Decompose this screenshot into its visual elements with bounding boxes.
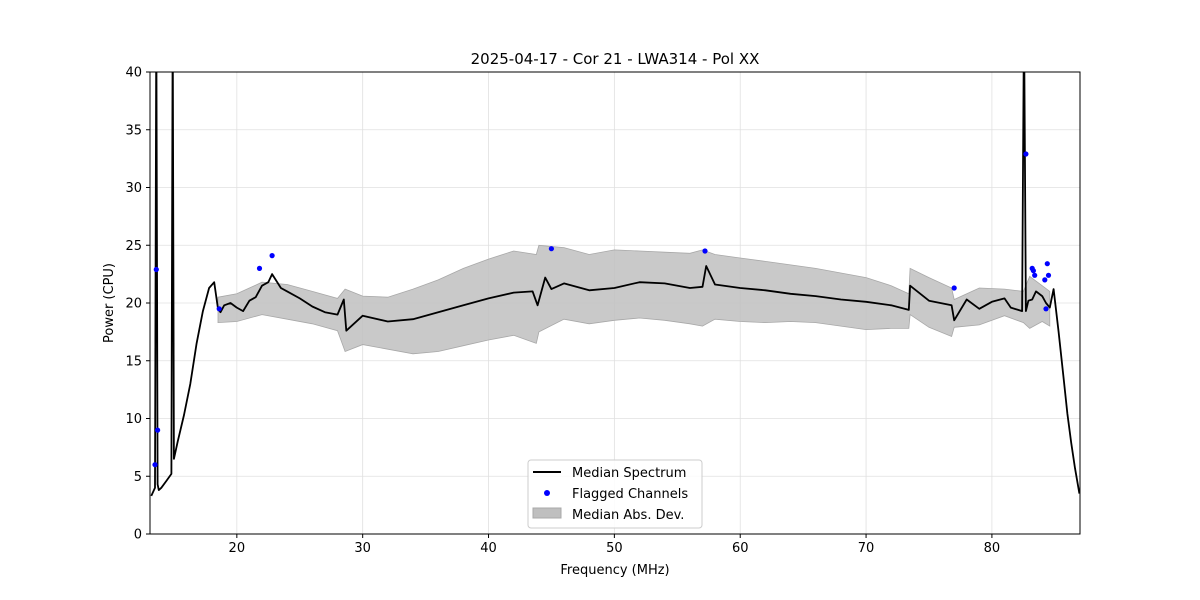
flagged-channel-point <box>702 248 708 254</box>
x-tick-label: 70 <box>858 541 875 556</box>
y-tick-label: 15 <box>125 354 142 369</box>
flagged-channel-point <box>256 265 263 271</box>
y-tick-label: 10 <box>125 412 142 427</box>
flagged-channel-point <box>951 285 957 291</box>
flagged-channel-point <box>269 253 275 259</box>
legend-box <box>527 459 703 529</box>
flagged-channel-point <box>216 306 222 312</box>
flagged-channel-point <box>1043 306 1049 312</box>
flagged-channel-point <box>155 427 161 433</box>
y-tick-label: 25 <box>125 239 142 254</box>
axis-ticks: 20 30 40 50 60 70 80 0 5 10 15 20 25 30 35 40 <box>125 66 1000 557</box>
y-tick-label: 35 <box>125 123 142 138</box>
x-tick-label: 50 <box>606 541 623 556</box>
chart-title: 2025-04-17 - Cor 21 - LWA314 - Pol XX <box>471 50 760 68</box>
y-tick-label: 5 <box>134 470 142 485</box>
flagged-channel-point <box>1044 261 1050 267</box>
y-tick-label: 30 <box>125 181 142 196</box>
flagged-channel-point <box>1045 272 1052 278</box>
median-spectrum-line <box>150 72 1080 497</box>
y-axis-label: Power (CPU) <box>102 263 117 343</box>
x-tick-label: 20 <box>229 541 246 556</box>
flagged-channel-point <box>1042 277 1048 283</box>
flagged-channel-point <box>152 462 158 468</box>
y-tick-label: 40 <box>125 66 142 81</box>
x-tick-label: 80 <box>984 541 1001 556</box>
plot-data <box>150 72 1080 497</box>
legend-entry-median-abs-dev: Median Abs. Dev. <box>572 508 684 523</box>
legend-entry-flagged-channels: Flagged Channels <box>572 487 688 502</box>
median-abs-dev-band <box>217 244 1051 355</box>
legend-entry-median-spectrum: Median Spectrum <box>572 466 686 481</box>
x-tick-label: 30 <box>354 541 371 556</box>
flagged-channel-point <box>1032 272 1038 278</box>
flagged-channel-point <box>1030 268 1036 274</box>
x-axis-label: Frequency (MHz) <box>560 563 669 578</box>
legend-marker-swatch <box>544 490 550 496</box>
y-tick-label: 0 <box>134 528 142 543</box>
x-tick-label: 60 <box>732 541 749 556</box>
legend-band-swatch <box>532 507 562 519</box>
flagged-channel-point <box>1023 151 1029 157</box>
flagged-channel-point <box>153 266 159 273</box>
y-tick-label: 20 <box>125 297 142 312</box>
x-tick-label: 40 <box>480 541 497 556</box>
flagged-channel-point <box>548 246 555 252</box>
legend: Median Spectrum Flagged Channels Median … <box>527 459 703 529</box>
